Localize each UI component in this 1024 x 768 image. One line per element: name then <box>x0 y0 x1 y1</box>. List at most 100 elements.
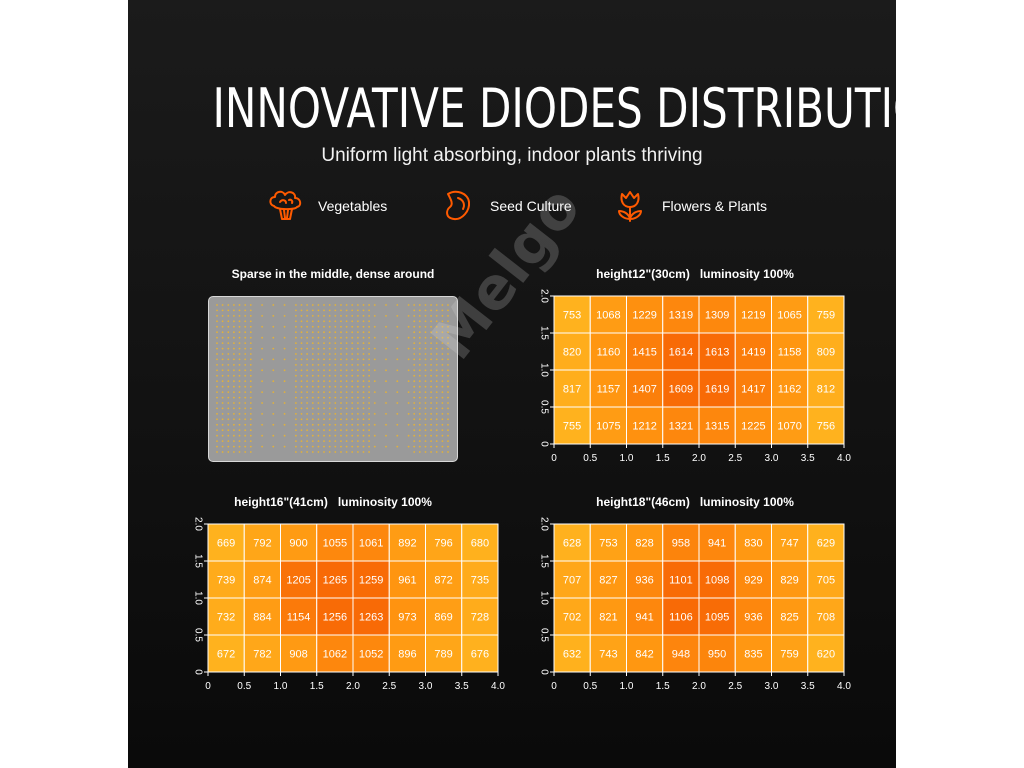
led-dot <box>238 451 241 453</box>
heatmap-cell <box>589 369 627 408</box>
led-dot <box>351 423 354 426</box>
cell-value-label: 948 <box>672 649 690 661</box>
heatmap-cell <box>589 560 627 599</box>
led-dot <box>441 402 444 404</box>
heatmap-cell <box>626 295 664 334</box>
led-dot <box>413 380 416 383</box>
led-dot <box>407 304 410 306</box>
led-dot <box>261 336 263 339</box>
led-dot <box>328 342 331 344</box>
led-dot <box>311 342 314 344</box>
led-dot <box>334 407 337 410</box>
led-dot <box>385 423 387 426</box>
led-dot <box>216 391 218 393</box>
led-dot <box>328 374 331 377</box>
led-dot <box>373 304 376 306</box>
led-dot <box>362 396 365 399</box>
led-dot <box>306 440 308 442</box>
led-dot <box>345 429 348 432</box>
led-dot <box>216 342 218 344</box>
led-dot <box>238 407 241 410</box>
led-dot <box>430 315 432 317</box>
led-dot <box>435 380 438 383</box>
led-dot <box>317 364 320 366</box>
heatmap-cell <box>807 597 845 636</box>
led-dot <box>227 353 230 355</box>
led-dot <box>283 423 286 426</box>
led-dot <box>300 353 303 355</box>
led-dot <box>244 325 247 328</box>
led-dot <box>357 440 359 442</box>
heatmap-cell <box>352 523 390 562</box>
led-dot <box>357 385 359 388</box>
led-dot <box>300 413 303 415</box>
led-dot <box>317 451 320 453</box>
led-dot <box>328 353 331 355</box>
led-dot <box>424 374 427 377</box>
led-dot <box>368 402 370 404</box>
led-dot <box>357 418 359 421</box>
led-dot <box>340 309 342 312</box>
led-dot <box>396 445 399 448</box>
led-dot <box>424 336 427 339</box>
cell-value-label: 1229 <box>632 310 656 322</box>
cell-value-label: 1070 <box>777 421 801 433</box>
led-dot <box>300 358 303 361</box>
led-dot <box>351 402 354 404</box>
y-tick-label: 2.0 <box>192 517 203 531</box>
cell-value-label: 620 <box>817 649 835 661</box>
led-dot <box>249 331 252 334</box>
led-dot <box>233 347 235 350</box>
led-dot <box>311 418 314 421</box>
led-dot <box>430 407 432 410</box>
led-dot <box>221 364 224 366</box>
led-dot <box>295 347 297 350</box>
led-dot <box>441 423 444 426</box>
led-dot <box>249 320 252 323</box>
led-dot <box>351 364 354 366</box>
led-dot <box>430 413 432 415</box>
led-dot <box>334 353 337 355</box>
led-dot <box>351 353 354 355</box>
led-dot <box>435 429 438 432</box>
led-dot <box>311 396 314 399</box>
led-dot <box>334 434 337 437</box>
led-dot <box>233 413 235 415</box>
led-dot <box>261 413 263 415</box>
led-dot <box>323 402 325 404</box>
heatmap-cell <box>698 295 736 334</box>
heatmap-cell <box>280 634 318 673</box>
led-dot <box>295 309 297 312</box>
led-dot <box>413 320 416 323</box>
heatmap-cell <box>734 523 772 562</box>
led-dot <box>221 336 224 339</box>
cell-value-label: 869 <box>434 612 452 624</box>
led-dot <box>249 385 252 388</box>
x-tick-label: 4.0 <box>837 453 851 464</box>
led-dot <box>295 402 297 404</box>
heatmap-cell <box>553 332 591 371</box>
cell-value-label: 1407 <box>632 384 656 396</box>
led-dot <box>396 304 399 306</box>
led-dot <box>272 358 275 361</box>
led-dot <box>261 445 263 448</box>
led-dot <box>413 385 416 388</box>
led-dot <box>441 451 444 453</box>
led-dot <box>424 434 427 437</box>
led-dot <box>311 320 314 323</box>
led-dot <box>300 342 303 344</box>
led-dot <box>238 325 241 328</box>
led-dot <box>340 445 342 448</box>
led-dot <box>295 315 297 317</box>
led-dot <box>311 304 314 306</box>
led-dot <box>306 364 308 366</box>
led-dot <box>323 353 325 355</box>
led-dot <box>368 364 370 366</box>
led-dot <box>233 342 235 344</box>
led-dot <box>317 418 320 421</box>
led-dot <box>244 423 247 426</box>
led-dot <box>306 325 308 328</box>
led-dot <box>328 380 331 383</box>
heatmap-3: 628 753 828 958 941 830 747 629 707 827 936 1101 109… <box>538 517 851 692</box>
heatmap-cell <box>316 523 354 562</box>
